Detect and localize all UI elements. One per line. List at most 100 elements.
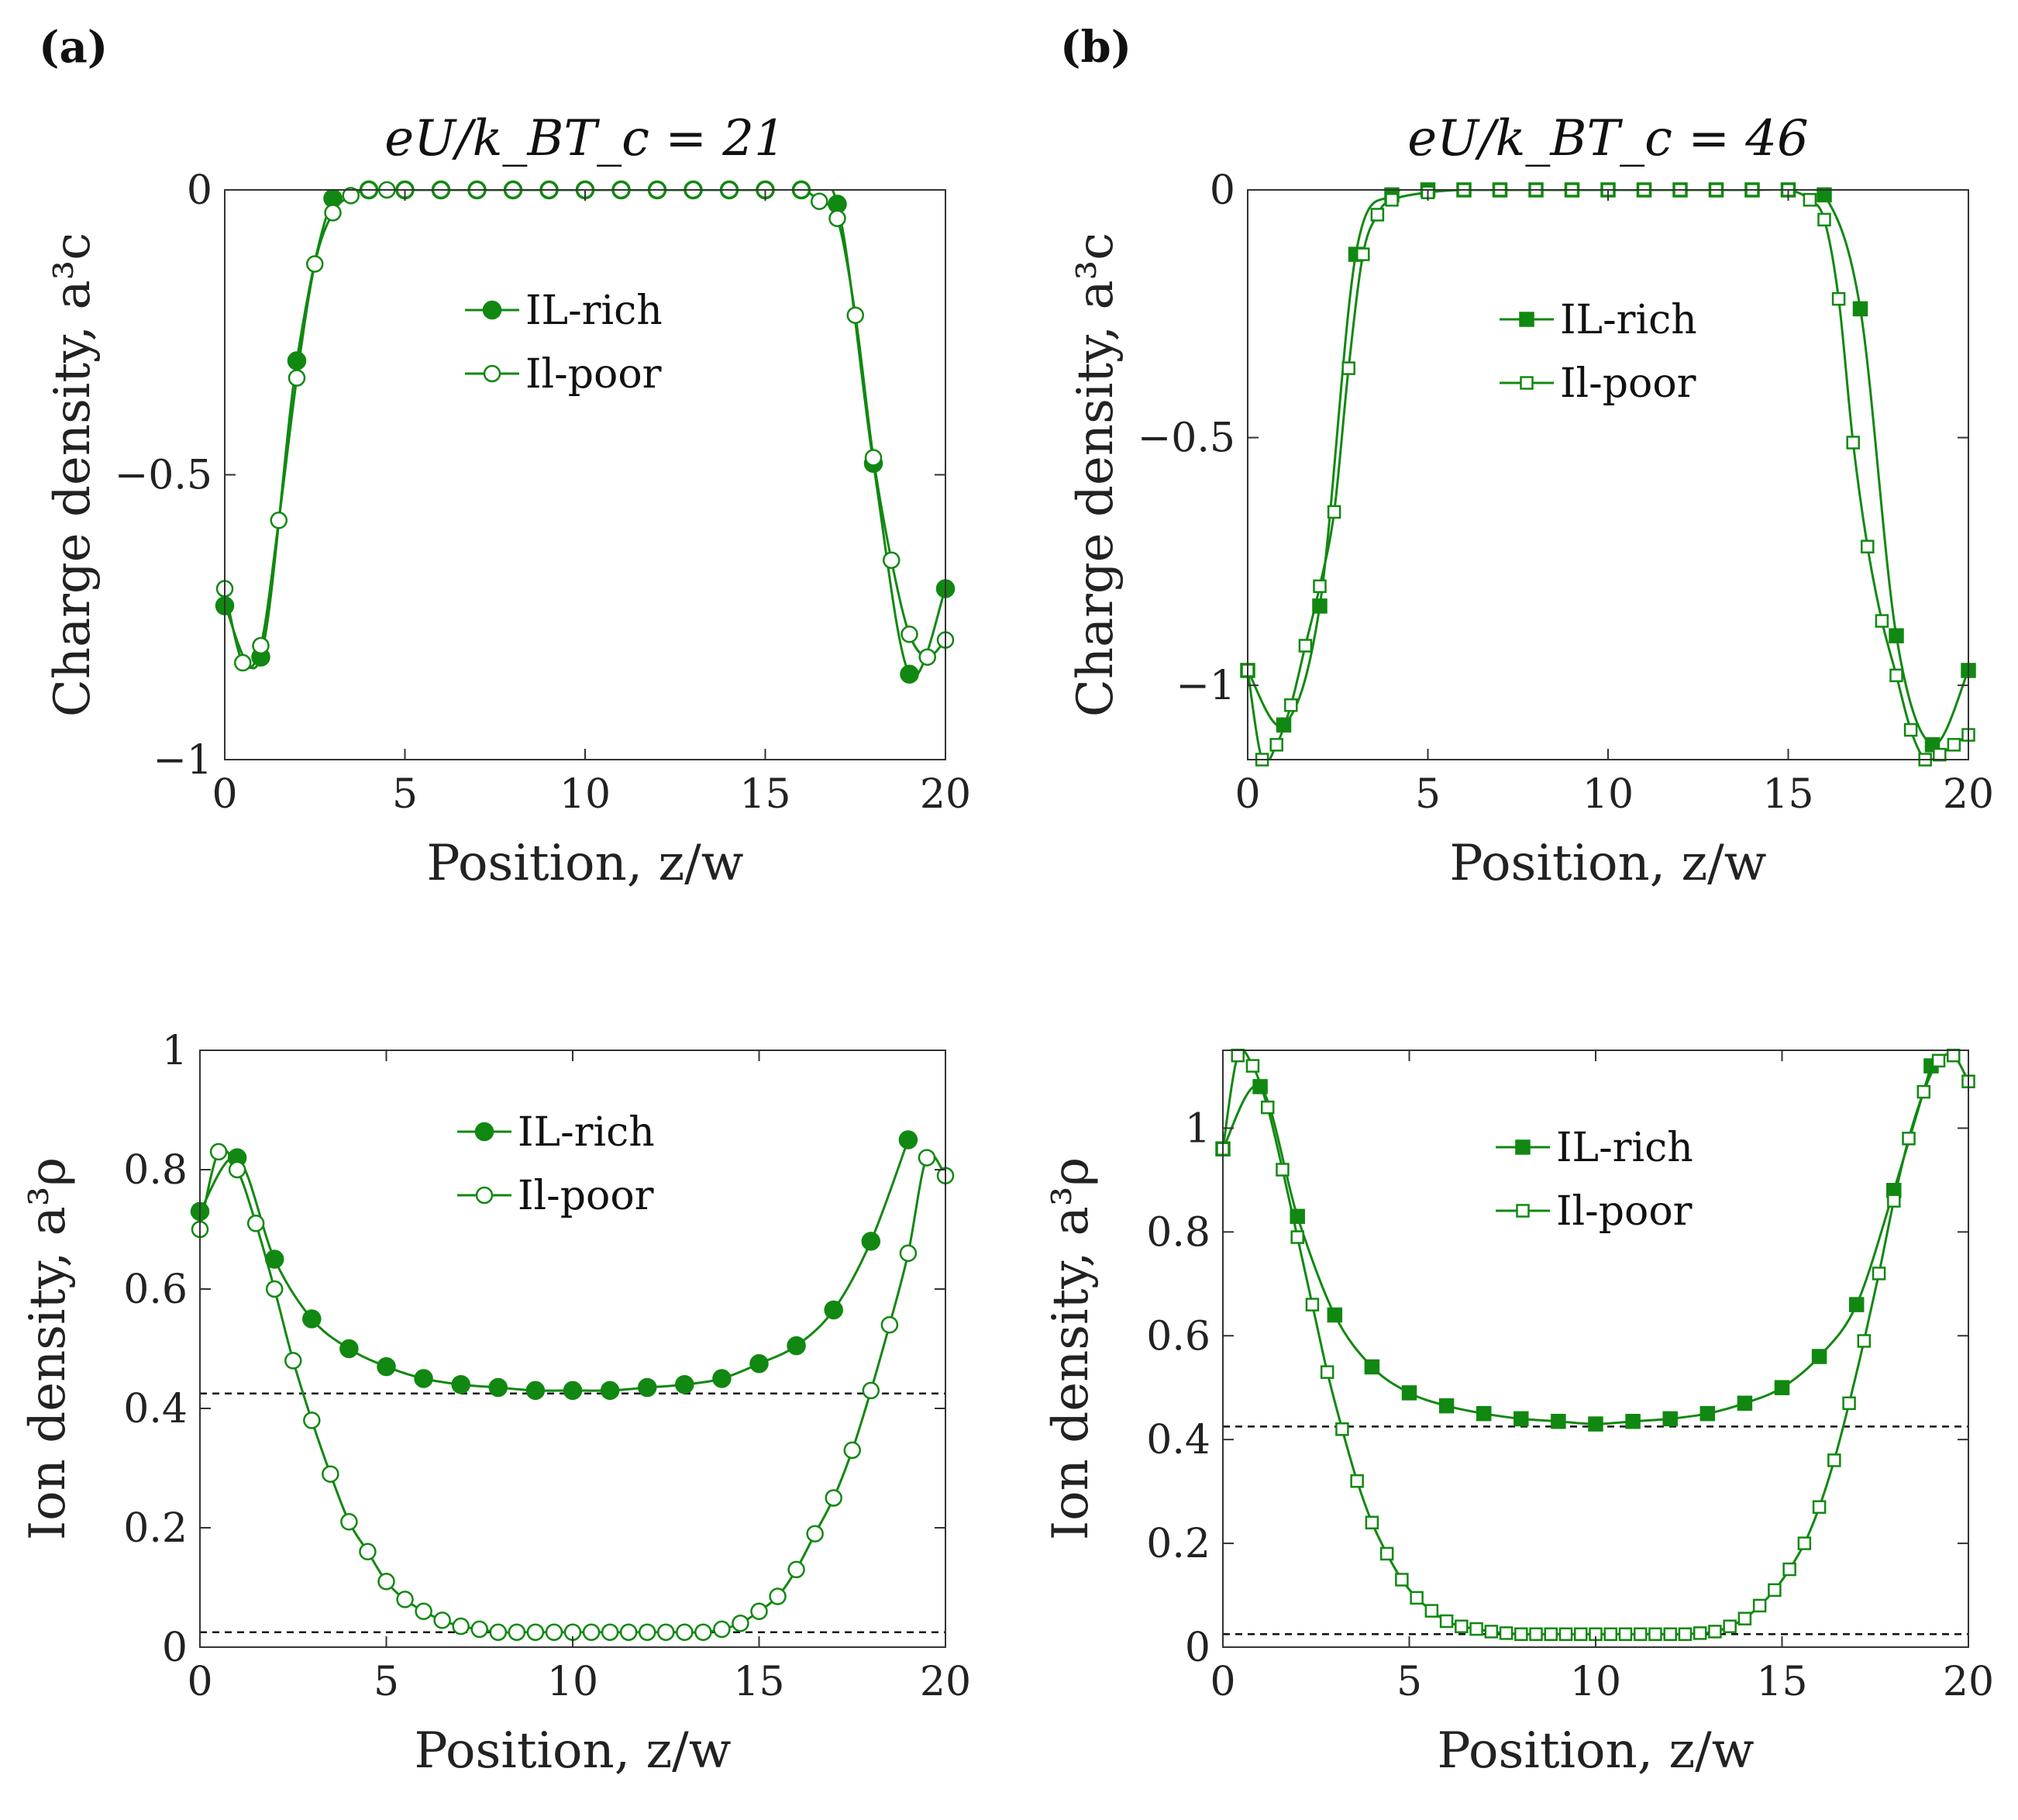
panel-label-a: (a) [39,22,108,73]
x-tick-label: 0 [212,771,237,818]
y-tick-label: −1 [153,737,212,784]
y-tick-label: 0.4 [1146,1417,1210,1463]
il-poor-point [1875,614,1889,628]
y-tick-label: 1 [1185,1105,1210,1152]
il-poor-point [545,1623,563,1641]
il-rich-point [302,1309,322,1329]
il-poor-point [732,1614,749,1632]
plot-area [200,1050,945,1647]
il-rich-point [1848,1297,1865,1312]
il-poor-point [1370,208,1385,222]
il-poor-point [901,626,918,643]
x-tick-label: 15 [1756,1659,1807,1705]
il-poor-point [918,1149,936,1167]
il-rich-point [1889,628,1904,643]
legend-label: IL-rich [525,288,663,334]
il-rich-point [1852,301,1868,317]
il-rich-point [1290,1208,1305,1225]
y-tick-label: 0 [187,167,212,214]
x-axis-label: Position, z/w [1438,1722,1755,1780]
legend-label: IL-rich [1556,1125,1693,1171]
legend-marker [475,1186,494,1205]
il-poor-point [1469,1622,1483,1636]
il-rich-point [1276,717,1292,733]
il-poor-point [1947,1048,1961,1063]
il-poor-point [769,1587,787,1605]
il-poor-point [452,1617,470,1636]
il-poor-point [883,551,901,569]
il-poor-point [1947,738,1961,752]
il-poor-point [489,1623,508,1641]
plot-area [1248,190,1968,760]
plot-area [225,190,945,760]
il-poor-point [1499,1626,1514,1640]
y-tick-label: 0.6 [123,1267,188,1313]
il-poor-point [750,1602,768,1621]
legend-marker [1520,376,1534,390]
il-poor-point [306,255,324,273]
x-tick-label: 5 [1415,771,1441,818]
il-rich-point [339,1339,359,1359]
il-poor-point [1484,1625,1499,1639]
il-poor-point [1648,1627,1662,1642]
il-poor-point [1313,579,1327,594]
il-rich-point [377,1356,396,1377]
il-poor-point [864,449,883,467]
il-poor-point [342,187,360,205]
il-poor-point [526,1623,545,1641]
il-poor-point [1693,1626,1707,1640]
y-tick-label: 1 [162,1028,188,1074]
il-poor-point [1803,193,1817,207]
legend-marker [1516,1204,1530,1218]
il-rich-point [1327,1307,1343,1323]
il-rich-point [1774,1380,1790,1395]
il-poor-point [619,1623,638,1641]
x-tick-label: 10 [560,771,611,818]
x-tick-label: 20 [920,1659,971,1705]
il-rich-point [1662,1411,1678,1427]
series-line-il-rich [1248,190,1968,746]
il-rich-point [712,1369,732,1388]
il-rich-point [264,1250,284,1269]
x-tick-label: 10 [1582,771,1634,818]
y-tick-label: 0.6 [1146,1313,1210,1360]
il-poor-point [1574,1627,1588,1642]
il-poor-point [1514,1627,1528,1642]
il-poor-point [246,1215,265,1232]
il-poor-point [825,1489,842,1507]
legend-marker [483,364,501,383]
il-poor-point [1276,1163,1290,1177]
il-poor-point [1245,1059,1260,1073]
il-poor-point [228,1160,246,1179]
il-rich-point [287,351,307,371]
x-tick-label: 5 [392,771,418,818]
il-poor-point [1678,1627,1693,1642]
il-poor-point [862,1381,880,1400]
legend-label: Il-poor [525,351,662,398]
il-rich-point [861,1232,881,1251]
il-rich-point [1588,1416,1603,1432]
il-poor-point [1379,1546,1394,1561]
x-axis-label: Position, z/w [427,835,744,892]
il-poor-point [1424,1604,1439,1618]
legend-label: Il-poor [518,1173,654,1219]
il-rich-point [1811,1349,1827,1364]
il-poor-point [396,1591,414,1608]
il-poor-point [806,1525,824,1543]
il-poor-point [1889,668,1903,683]
y-tick-label: 0.8 [123,1147,188,1194]
il-rich-point [824,1300,843,1320]
il-poor-point [209,1143,228,1161]
il-poor-point [1269,738,1283,752]
y-axis-label: Ion density, a³ρ [19,1157,77,1540]
il-poor-point [324,204,342,222]
legend-marker [1515,1139,1531,1155]
chart-a-bottom: 0 5 10 15 20 0 0.2 0.4 0.6 0.8 1 Position, z/w Ion d… [19,1028,971,1780]
il-poor-point [1305,1298,1320,1312]
il-poor-point [1298,639,1313,653]
il-poor-point [252,636,270,655]
il-poor-point [377,1573,395,1591]
il-poor-point [1857,1334,1872,1348]
il-rich-point [675,1374,694,1394]
